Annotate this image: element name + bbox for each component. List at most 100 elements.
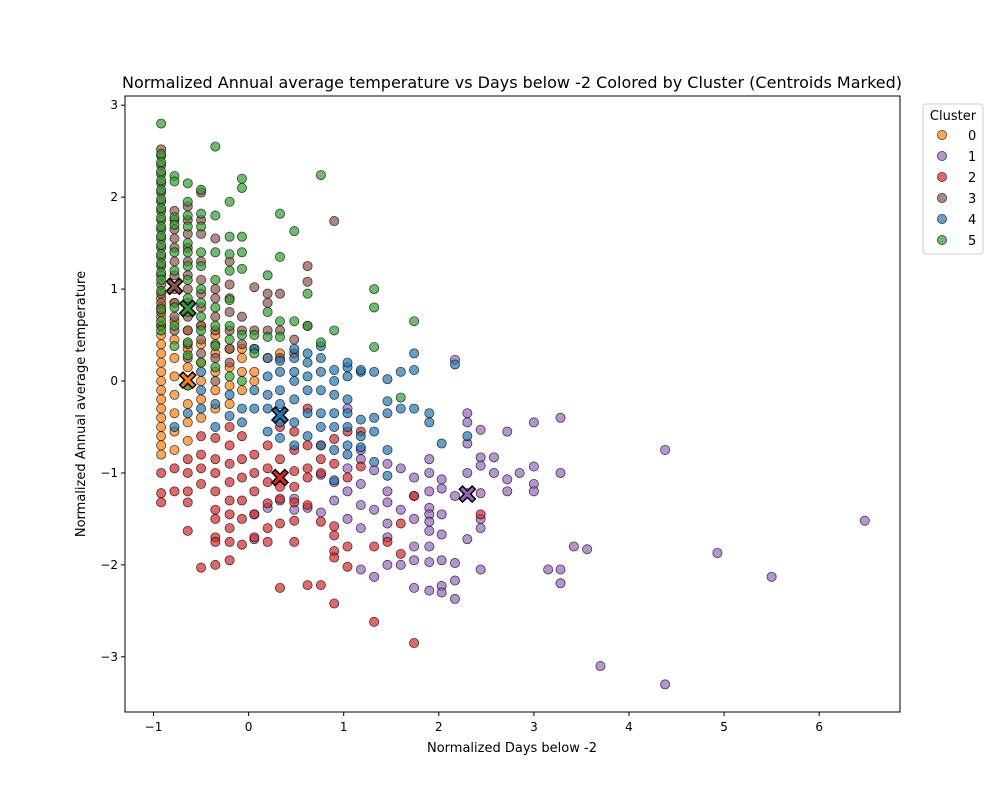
data-point-cluster-1 bbox=[462, 467, 473, 478]
centroid-marker-cluster-2 bbox=[270, 468, 290, 487]
data-point-cluster-5 bbox=[274, 316, 285, 327]
data-point-cluster-3 bbox=[224, 357, 235, 368]
data-point-cluster-2 bbox=[409, 490, 420, 501]
data-point-cluster-0 bbox=[156, 394, 167, 405]
data-point-cluster-2 bbox=[169, 486, 180, 497]
data-point-cluster-3 bbox=[182, 284, 193, 295]
data-point-cluster-2 bbox=[369, 541, 380, 552]
data-point-cluster-1 bbox=[395, 559, 406, 570]
plot-frame bbox=[124, 95, 901, 713]
data-point-cluster-4 bbox=[289, 394, 300, 405]
data-point-cluster-2 bbox=[342, 561, 353, 572]
data-point-cluster-2 bbox=[210, 513, 221, 524]
x-tick-label: 6 bbox=[815, 720, 823, 734]
data-point-cluster-3 bbox=[224, 279, 235, 290]
data-point-cluster-0 bbox=[236, 366, 247, 377]
data-point-cluster-4 bbox=[382, 470, 393, 481]
data-point-cluster-4 bbox=[302, 348, 313, 359]
data-point-cluster-1 bbox=[449, 558, 460, 569]
data-point-cluster-5 bbox=[236, 231, 247, 242]
data-point-cluster-3 bbox=[224, 307, 235, 318]
data-point-cluster-4 bbox=[274, 366, 285, 377]
data-point-cluster-4 bbox=[302, 371, 313, 382]
data-point-cluster-1 bbox=[462, 408, 473, 419]
data-point-cluster-1 bbox=[543, 564, 554, 575]
data-point-cluster-2 bbox=[182, 525, 193, 536]
data-point-cluster-2 bbox=[382, 536, 393, 547]
data-point-cluster-5 bbox=[315, 337, 326, 348]
data-point-cluster-4 bbox=[289, 366, 300, 377]
data-point-cluster-5 bbox=[224, 231, 235, 242]
data-point-cluster-5 bbox=[196, 311, 207, 322]
data-point-cluster-0 bbox=[169, 353, 180, 364]
data-point-cluster-4 bbox=[315, 421, 326, 432]
data-point-cluster-5 bbox=[210, 210, 221, 221]
data-point-cluster-1 bbox=[859, 515, 870, 526]
data-point-cluster-1 bbox=[660, 679, 671, 690]
data-point-cluster-2 bbox=[315, 454, 326, 465]
data-point-cluster-2 bbox=[196, 478, 207, 489]
data-point-cluster-4 bbox=[274, 398, 285, 409]
data-point-cluster-1 bbox=[395, 504, 406, 515]
data-point-cluster-1 bbox=[475, 523, 486, 534]
data-point-cluster-4 bbox=[329, 376, 340, 387]
data-point-cluster-1 bbox=[436, 474, 447, 485]
data-point-cluster-2 bbox=[274, 582, 285, 593]
data-point-cluster-5 bbox=[236, 263, 247, 274]
legend-label-1: 1 bbox=[968, 150, 976, 165]
data-point-cluster-2 bbox=[169, 463, 180, 474]
data-point-cluster-4 bbox=[342, 449, 353, 460]
data-point-cluster-1 bbox=[488, 467, 499, 478]
data-point-cluster-1 bbox=[436, 509, 447, 520]
data-point-cluster-2 bbox=[249, 467, 260, 478]
data-point-cluster-2 bbox=[224, 523, 235, 534]
data-point-cluster-1 bbox=[475, 460, 486, 471]
data-point-cluster-2 bbox=[329, 458, 340, 469]
data-point-cluster-2 bbox=[182, 454, 193, 465]
data-point-cluster-2 bbox=[315, 516, 326, 527]
data-point-cluster-2 bbox=[302, 500, 313, 511]
data-point-cluster-4 bbox=[369, 426, 380, 437]
data-point-cluster-4 bbox=[329, 421, 340, 432]
data-point-cluster-0 bbox=[182, 362, 193, 373]
data-point-cluster-5 bbox=[156, 184, 167, 195]
data-point-cluster-3 bbox=[274, 288, 285, 299]
data-point-cluster-3 bbox=[210, 376, 221, 387]
data-point-cluster-5 bbox=[182, 247, 193, 258]
data-point-cluster-5 bbox=[274, 251, 285, 262]
data-point-cluster-1 bbox=[568, 541, 579, 552]
data-point-cluster-4 bbox=[224, 410, 235, 421]
data-point-cluster-1 bbox=[315, 507, 326, 518]
data-point-cluster-4 bbox=[289, 343, 300, 354]
data-point-cluster-1 bbox=[395, 463, 406, 474]
data-point-cluster-5 bbox=[169, 219, 180, 230]
data-point-cluster-5 bbox=[156, 212, 167, 223]
data-point-cluster-1 bbox=[514, 467, 525, 478]
data-point-cluster-5 bbox=[210, 362, 221, 373]
data-point-cluster-5 bbox=[224, 295, 235, 306]
data-point-cluster-2 bbox=[395, 518, 406, 529]
data-point-cluster-5 bbox=[169, 302, 180, 313]
data-point-cluster-2 bbox=[182, 497, 193, 508]
data-point-cluster-1 bbox=[369, 504, 380, 515]
data-point-cluster-1 bbox=[382, 559, 393, 570]
data-point-cluster-1 bbox=[355, 500, 366, 511]
data-point-cluster-5 bbox=[156, 274, 167, 285]
data-point-cluster-5 bbox=[182, 293, 193, 304]
data-point-cluster-4 bbox=[302, 385, 313, 396]
data-point-cluster-3 bbox=[289, 334, 300, 345]
data-point-cluster-4 bbox=[342, 440, 353, 451]
y-tick-label: −2 bbox=[100, 558, 118, 572]
data-point-cluster-4 bbox=[289, 440, 300, 451]
data-point-cluster-4 bbox=[249, 385, 260, 396]
data-point-cluster-1 bbox=[436, 555, 447, 566]
data-point-cluster-5 bbox=[196, 247, 207, 258]
data-point-cluster-3 bbox=[262, 297, 273, 308]
data-point-cluster-1 bbox=[449, 593, 460, 604]
data-point-cluster-1 bbox=[660, 444, 671, 455]
data-point-cluster-1 bbox=[355, 478, 366, 489]
data-point-cluster-2 bbox=[224, 421, 235, 432]
x-axis-label: Normalized Days below -2 bbox=[427, 741, 597, 756]
data-point-cluster-4 bbox=[342, 394, 353, 405]
data-point-cluster-5 bbox=[156, 285, 167, 296]
